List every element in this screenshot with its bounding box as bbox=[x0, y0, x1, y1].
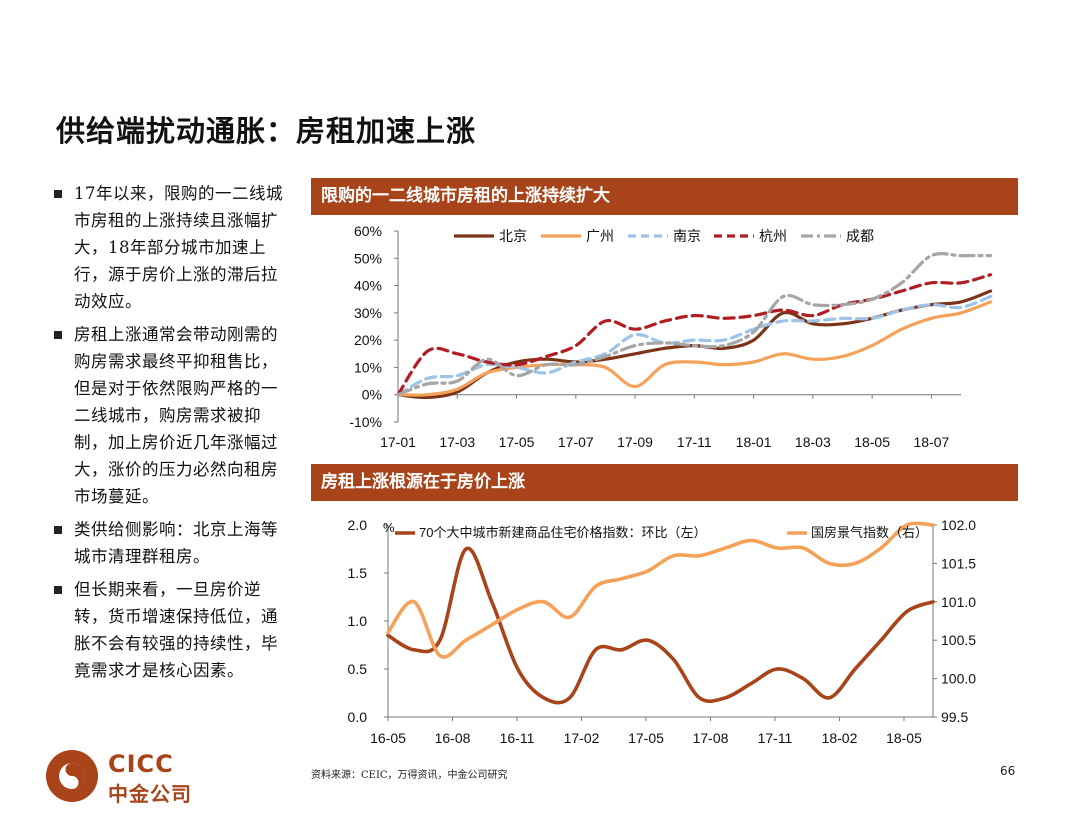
y-right-tick-label: 100.0 bbox=[941, 671, 976, 687]
x-tick-label: 16-08 bbox=[435, 730, 471, 746]
bullet-text: 房租上涨通常会带动刚需的购房需求最终平抑租售比，但是对于依然限购严格的一二线城市… bbox=[74, 325, 278, 506]
housing-price-chart: 2.0 1.5 1.0 0.5 0.0% 102.0 101.5 101.0 100.5 100.… bbox=[348, 517, 977, 746]
y-right-tick-label: 101.0 bbox=[941, 594, 976, 610]
y-left-tick-label: 0.5 bbox=[348, 661, 368, 677]
y-right-tick-label: 102.0 bbox=[941, 517, 976, 533]
y-left-tick-label: 0.0 bbox=[348, 709, 368, 725]
bullet-item: 17年以来，限购的一二线城市房租的上涨持续且涨幅扩大，18年部分城市加速上行，源… bbox=[52, 180, 292, 315]
rent-growth-chart: 60% 50% 40% 30% 20% 10% 0% -10% 17-01 17-03 17-05 1… bbox=[349, 223, 993, 450]
bullet-square-icon bbox=[54, 190, 62, 198]
cicc-logo-icon bbox=[46, 750, 98, 802]
logo-text-cn: 中金公司 bbox=[108, 782, 192, 806]
bullet-item: 房租上涨通常会带动刚需的购房需求最终平抑租售比，但是对于依然限购严格的一二线城市… bbox=[52, 321, 292, 510]
bullet-text: 类供给侧影响：北京上海等城市清理群租房。 bbox=[74, 520, 278, 566]
series-line-right bbox=[386, 521, 935, 659]
series-line-广州 bbox=[396, 300, 993, 397]
legend-label: 杭州 bbox=[759, 228, 787, 244]
x-tick-label: 16-11 bbox=[500, 730, 535, 746]
y-tick-label: 50% bbox=[354, 250, 382, 266]
x-tick-label: 17-05 bbox=[628, 730, 664, 746]
y-tick-label: 40% bbox=[354, 278, 382, 294]
chart1-title: 限购的一二线城市房租的上涨持续扩大 bbox=[311, 178, 1018, 215]
x-tick-label: 18-05 bbox=[854, 434, 890, 450]
y-left-tick-label: 2.0 bbox=[348, 517, 368, 533]
x-tick-label: 17-03 bbox=[439, 434, 475, 450]
x-tick-label: 18-01 bbox=[736, 434, 772, 450]
cicc-logo: CICC 中金公司 bbox=[44, 748, 204, 806]
series-line-南京 bbox=[396, 294, 993, 397]
legend-label: 成都 bbox=[846, 228, 874, 244]
page-number: 66 bbox=[1000, 764, 1016, 778]
legend-label: 70个大中城市新建商品住宅价格指数：环比（左） bbox=[419, 525, 706, 540]
y-tick-label: -10% bbox=[349, 414, 382, 430]
x-tick-label: 17-05 bbox=[499, 434, 535, 450]
x-tick-label: 17-02 bbox=[564, 730, 600, 746]
page-title: 供给端扰动通胀：房租加速上涨 bbox=[56, 114, 477, 148]
legend-label: 广州 bbox=[586, 228, 614, 244]
legend-label: 北京 bbox=[499, 228, 527, 244]
series-line-left bbox=[386, 546, 935, 705]
y-tick-label: 0% bbox=[362, 387, 382, 403]
y-right-tick-label: 99.5 bbox=[941, 709, 968, 725]
x-tick-label: 17-11 bbox=[758, 730, 793, 746]
x-tick-label: 17-08 bbox=[693, 730, 729, 746]
x-tick-label: 17-11 bbox=[677, 434, 712, 450]
y-left-unit-label: % bbox=[383, 520, 395, 535]
legend-label: 国房景气指数（右） bbox=[811, 525, 928, 540]
bullet-item: 类供给侧影响：北京上海等城市清理群租房。 bbox=[52, 516, 292, 570]
bullet-text: 但长期来看，一旦房价逆转，货币增速保持低位，通胀不会有较强的持续性，毕竟需求才是… bbox=[74, 580, 278, 680]
x-tick-label: 17-09 bbox=[617, 434, 653, 450]
bullet-text: 17年以来，限购的一二线城市房租的上涨持续且涨幅扩大，18年部分城市加速上行，源… bbox=[74, 184, 283, 311]
x-tick-label: 18-03 bbox=[795, 434, 831, 450]
y-left-tick-label: 1.5 bbox=[348, 565, 368, 581]
y-left-tick-label: 1.0 bbox=[348, 613, 368, 629]
bullet-square-icon bbox=[54, 586, 62, 594]
bullet-square-icon bbox=[54, 526, 62, 534]
x-tick-label: 18-05 bbox=[886, 730, 922, 746]
y-tick-label: 30% bbox=[354, 305, 382, 321]
y-tick-label: 10% bbox=[354, 359, 382, 375]
y-right-tick-label: 101.5 bbox=[941, 555, 976, 571]
legend-label: 南京 bbox=[673, 228, 701, 244]
chart2-title: 房租上涨根源在于房价上涨 bbox=[311, 464, 1018, 501]
y-tick-label: 60% bbox=[354, 223, 382, 239]
logo-text-en: CICC bbox=[108, 750, 174, 778]
series-line-杭州 bbox=[396, 273, 993, 397]
x-tick-label: 18-02 bbox=[822, 730, 858, 746]
source-note: 资料来源：CEIC，万得资讯，中金公司研究 bbox=[311, 770, 508, 781]
y-tick-label: 20% bbox=[354, 332, 382, 348]
series-line-成都 bbox=[396, 251, 993, 397]
x-tick-label: 17-07 bbox=[558, 434, 594, 450]
y-right-tick-label: 100.5 bbox=[941, 632, 976, 648]
bullet-square-icon bbox=[54, 331, 62, 339]
x-tick-label: 18-07 bbox=[913, 434, 949, 450]
bullet-list: 17年以来，限购的一二线城市房租的上涨持续且涨幅扩大，18年部分城市加速上行，源… bbox=[52, 180, 292, 690]
x-tick-label: 16-05 bbox=[370, 730, 406, 746]
x-tick-label: 17-01 bbox=[380, 434, 416, 450]
bullet-item: 但长期来看，一旦房价逆转，货币增速保持低位，通胀不会有较强的持续性，毕竟需求才是… bbox=[52, 576, 292, 684]
